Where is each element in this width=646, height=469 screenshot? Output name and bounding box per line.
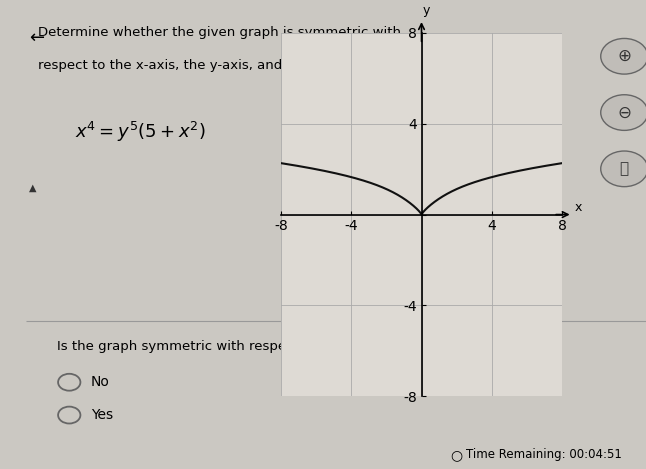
Text: $x^4 = y^5(5+x^2)$: $x^4 = y^5(5+x^2)$: [76, 120, 206, 144]
Text: · · ·: · · ·: [338, 316, 353, 326]
Text: Is the graph symmetric with respect to the origin?: Is the graph symmetric with respect to t…: [57, 340, 391, 353]
Text: Determine whether the given graph is symmetric with: Determine whether the given graph is sym…: [38, 26, 401, 39]
Text: ○: ○: [451, 448, 463, 462]
Text: y: y: [423, 4, 430, 17]
Text: ▲: ▲: [29, 182, 36, 193]
Text: Yes: Yes: [91, 408, 113, 422]
Text: ←: ←: [29, 29, 44, 46]
Circle shape: [601, 38, 646, 74]
Circle shape: [601, 95, 646, 130]
Text: Time Remaining: 00:04:51: Time Remaining: 00:04:51: [466, 448, 622, 461]
Text: respect to the x-axis, the y-axis, and the origin.: respect to the x-axis, the y-axis, and t…: [38, 59, 355, 72]
Circle shape: [601, 151, 646, 187]
Text: ⊕: ⊕: [618, 47, 631, 65]
Text: ⧉: ⧉: [620, 161, 629, 176]
Text: No: No: [91, 375, 110, 389]
Text: x: x: [574, 201, 581, 214]
Text: ⊖: ⊖: [618, 104, 631, 121]
